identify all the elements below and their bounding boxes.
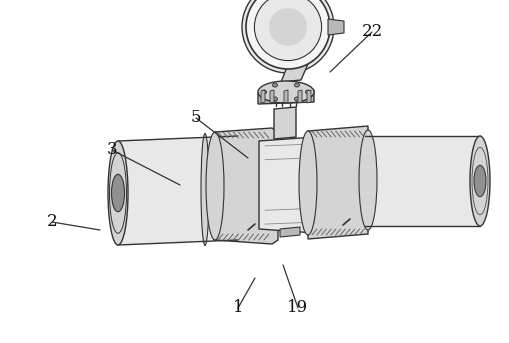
Polygon shape <box>284 90 288 103</box>
Ellipse shape <box>299 131 317 235</box>
Text: 19: 19 <box>288 299 308 317</box>
Ellipse shape <box>254 0 322 61</box>
Polygon shape <box>308 126 368 239</box>
Polygon shape <box>298 90 302 103</box>
Ellipse shape <box>305 90 310 94</box>
Ellipse shape <box>359 130 377 230</box>
Ellipse shape <box>295 83 299 87</box>
Polygon shape <box>281 57 311 82</box>
Text: 2: 2 <box>47 213 58 230</box>
Ellipse shape <box>295 97 299 101</box>
Ellipse shape <box>272 97 277 101</box>
Ellipse shape <box>111 174 125 212</box>
Polygon shape <box>258 90 314 104</box>
Ellipse shape <box>470 136 490 226</box>
Text: 22: 22 <box>361 24 383 40</box>
Ellipse shape <box>246 0 330 69</box>
Polygon shape <box>307 90 311 103</box>
Ellipse shape <box>108 141 128 245</box>
Ellipse shape <box>258 81 314 103</box>
Ellipse shape <box>206 132 224 240</box>
Polygon shape <box>215 128 278 244</box>
Polygon shape <box>280 227 300 237</box>
Ellipse shape <box>474 165 486 197</box>
Polygon shape <box>118 136 238 245</box>
Polygon shape <box>259 137 315 233</box>
Ellipse shape <box>242 0 334 73</box>
Ellipse shape <box>269 8 307 46</box>
Text: 3: 3 <box>107 142 117 158</box>
Text: 5: 5 <box>191 109 201 127</box>
Polygon shape <box>365 136 480 226</box>
Text: 1: 1 <box>233 299 243 317</box>
Ellipse shape <box>201 133 209 246</box>
Polygon shape <box>270 90 274 103</box>
Ellipse shape <box>272 83 277 87</box>
Polygon shape <box>328 19 344 35</box>
Ellipse shape <box>262 90 267 94</box>
Polygon shape <box>261 90 265 103</box>
Polygon shape <box>274 107 296 139</box>
